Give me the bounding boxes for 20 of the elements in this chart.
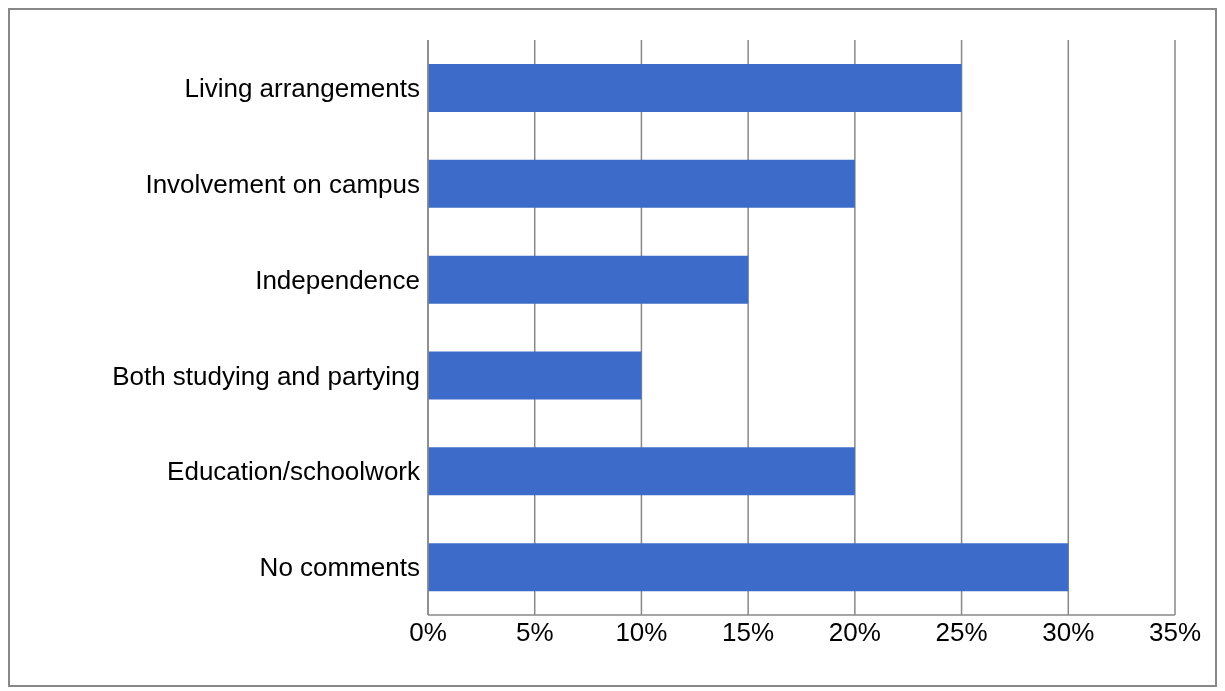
bar bbox=[428, 447, 855, 496]
x-tick-label: 15% bbox=[722, 617, 775, 648]
y-tick-label: No comments bbox=[259, 552, 420, 583]
bar bbox=[428, 63, 962, 112]
bar bbox=[428, 351, 642, 400]
bar bbox=[428, 543, 1069, 592]
x-tick-label: 30% bbox=[1042, 617, 1095, 648]
y-tick-label: Living arrangements bbox=[184, 73, 420, 104]
x-tick-label: 25% bbox=[935, 617, 988, 648]
bar bbox=[428, 159, 855, 208]
y-tick-label: Both studying and partying bbox=[112, 360, 420, 391]
y-tick-label: Involvement on campus bbox=[145, 168, 420, 199]
y-tick-label: Independence bbox=[255, 264, 420, 295]
x-tick-label: 5% bbox=[515, 617, 554, 648]
y-tick-label: Education/schoolwork bbox=[167, 456, 421, 487]
x-tick-label: 35% bbox=[1148, 617, 1202, 648]
x-tick-label: 0% bbox=[409, 617, 447, 648]
x-tick-label: 20% bbox=[828, 617, 881, 648]
bar bbox=[428, 255, 749, 304]
x-tick-label: 10% bbox=[615, 617, 668, 648]
